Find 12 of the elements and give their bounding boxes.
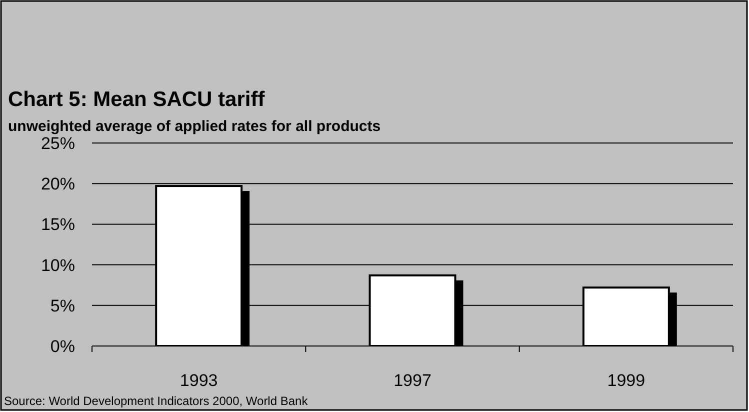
y-tick-label: 10%: [40, 256, 75, 275]
chart-title: Chart 5: Mean SACU tariff: [8, 88, 266, 111]
y-tick-label: 15%: [40, 215, 75, 234]
y-tick-label: 25%: [40, 134, 75, 153]
chart-subtitle: unweighted average of applied rates for all products: [8, 118, 381, 135]
x-tick-label: 1999: [607, 371, 646, 390]
x-tick-label: 1997: [394, 371, 432, 390]
y-tick-label: 5%: [50, 296, 75, 316]
source-note: Source: World Development Indicators 2000, World Bank: [4, 394, 309, 408]
x-tick-label: 1993: [180, 371, 218, 390]
y-tick-label: 0%: [50, 336, 75, 356]
y-tick-label: 20%: [40, 174, 75, 194]
